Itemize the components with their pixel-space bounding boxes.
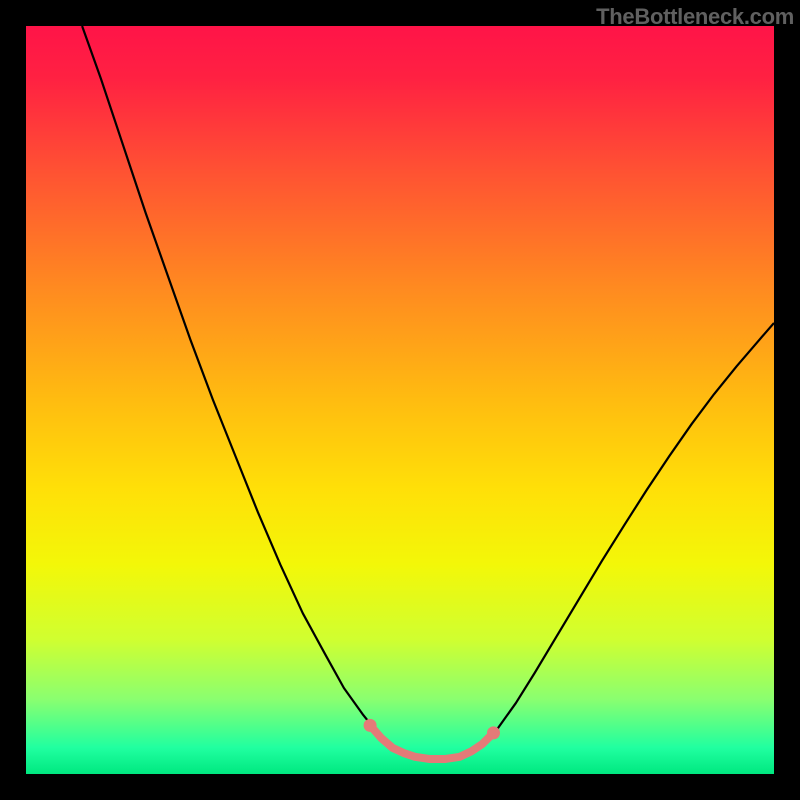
chart-container: TheBottleneck.com <box>0 0 800 800</box>
chart-svg <box>26 26 774 774</box>
highlight-end-marker <box>487 726 500 739</box>
watermark-label: TheBottleneck.com <box>596 4 794 30</box>
gradient-background <box>26 26 774 774</box>
highlight-start-marker <box>364 719 377 732</box>
plot-area <box>26 26 774 774</box>
